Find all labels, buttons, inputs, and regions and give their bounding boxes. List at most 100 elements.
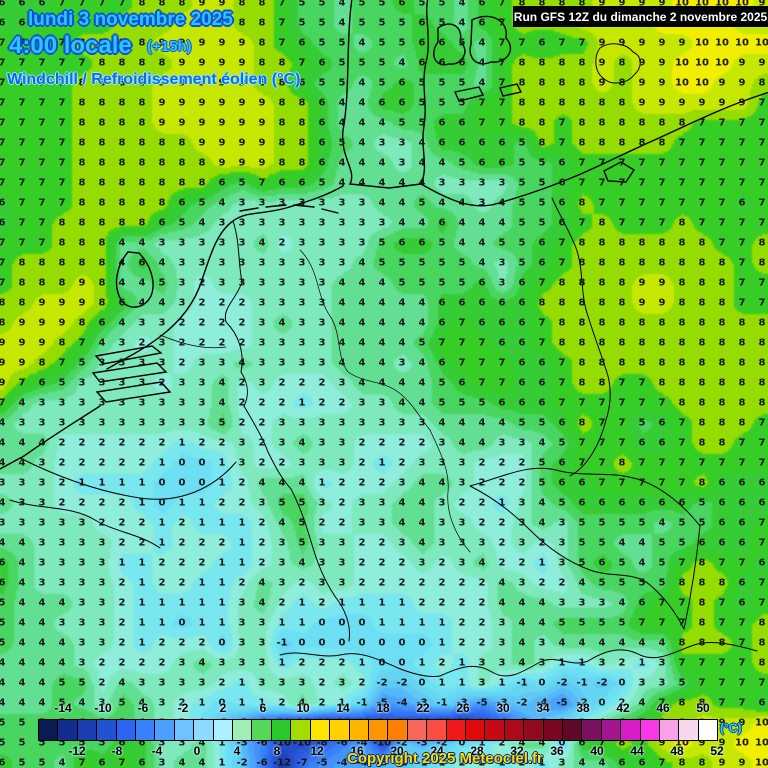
gridpoint-value: 5 <box>358 57 366 69</box>
gridpoint-value: 1 <box>218 457 226 469</box>
gridpoint-value: 9 <box>218 117 226 129</box>
gridpoint-value: 2 <box>178 337 186 349</box>
gridpoint-value: 8 <box>598 117 606 129</box>
gridpoint-value: 3 <box>218 657 226 669</box>
gridpoint-value: 2 <box>238 337 246 349</box>
gridpoint-value: 8 <box>638 117 646 129</box>
colorbar-cell <box>155 720 175 740</box>
gridpoint-value: 3 <box>338 237 346 249</box>
gridpoint-value: 4 <box>298 697 306 709</box>
gridpoint-value: 5 <box>578 557 586 569</box>
gridpoint-value: 0 <box>618 677 626 689</box>
gridpoint-value: 6 <box>538 237 546 249</box>
colorbar-cell <box>679 720 699 740</box>
gridpoint-value: 7 <box>758 117 766 129</box>
gridpoint-value: 4 <box>418 297 426 309</box>
gridpoint-value: 3 <box>378 137 386 149</box>
gridpoint-value: 7 <box>698 137 706 149</box>
gridpoint-value: 9 <box>638 37 646 49</box>
gridpoint-value: 7 <box>0 137 6 149</box>
gridpoint-value: 7 <box>718 557 726 569</box>
gridpoint-value: 0 <box>418 677 426 689</box>
gridpoint-value: 8 <box>718 297 726 309</box>
gridpoint-value: 6 <box>138 737 146 749</box>
gridpoint-value: 6 <box>318 137 326 149</box>
gridpoint-value: 7 <box>38 17 46 29</box>
gridpoint-value: 2 <box>378 557 386 569</box>
gridpoint-value: 5 <box>538 477 546 489</box>
gridpoint-value: 1 <box>198 497 206 509</box>
gridpoint-value: 3 <box>238 457 246 469</box>
gridpoint-value: 8 <box>698 477 706 489</box>
gridpoint-value: 4 <box>538 517 546 529</box>
gridpoint-value: 2 <box>338 517 346 529</box>
gridpoint-value: 3 <box>318 537 326 549</box>
gridpoint-value: 8 <box>618 357 626 369</box>
gridpoint-value: 2 <box>378 577 386 589</box>
gridpoint-value: -3 <box>456 697 468 709</box>
gridpoint-value: 3 <box>38 557 46 569</box>
gridpoint-value: 4 <box>358 257 366 269</box>
gridpoint-value: 8 <box>678 117 686 129</box>
gridpoint-value: 6 <box>758 557 766 569</box>
gridpoint-value: 3 <box>458 477 466 489</box>
gridpoint-value: 9 <box>738 57 746 69</box>
gridpoint-value: 3 <box>278 197 286 209</box>
gridpoint-value: 8 <box>658 317 666 329</box>
gridpoint-value: 4 <box>198 217 206 229</box>
gridpoint-value: 7 <box>738 657 746 669</box>
gridpoint-value: 7 <box>598 177 606 189</box>
gridpoint-value: 7 <box>58 57 66 69</box>
gridpoint-value: 5 <box>458 157 466 169</box>
gridpoint-value: 8 <box>78 117 86 129</box>
gridpoint-value: 2 <box>258 417 266 429</box>
gridpoint-value: 2 <box>478 497 486 509</box>
gridpoint-value: 7 <box>258 177 266 189</box>
gridpoint-value: 2 <box>218 497 226 509</box>
gridpoint-value: 7 <box>478 97 486 109</box>
gridpoint-value: 2 <box>178 637 186 649</box>
gridpoint-value: 3 <box>38 457 46 469</box>
gridpoint-value: 4 <box>138 297 146 309</box>
gridpoint-value: 4 <box>358 357 366 369</box>
gridpoint-value: 9 <box>198 97 206 109</box>
gridpoint-value: 4 <box>358 37 366 49</box>
gridpoint-value: 0 <box>378 637 386 649</box>
gridpoint-value: 3 <box>418 417 426 429</box>
gridpoint-value: 2 <box>218 677 226 689</box>
gridpoint-value: 8 <box>678 237 686 249</box>
gridpoint-value: 8 <box>18 297 26 309</box>
gridpoint-value: 9 <box>598 77 606 89</box>
gridpoint-value: 3 <box>78 397 86 409</box>
gridpoint-value: 5 <box>598 517 606 529</box>
gridpoint-value: 7 <box>718 177 726 189</box>
gridpoint-value: 6 <box>438 117 446 129</box>
gridpoint-value: 2 <box>618 657 626 669</box>
gridpoint-value: 3 <box>178 377 186 389</box>
gridpoint-value: 8 <box>138 137 146 149</box>
gridpoint-value: 3 <box>318 277 326 289</box>
gridpoint-value: 4 <box>218 377 226 389</box>
gridpoint-value: 3 <box>238 237 246 249</box>
gridpoint-value: 5 <box>398 257 406 269</box>
gridpoint-value: 9 <box>258 117 266 129</box>
gridpoint-value: 8 <box>698 357 706 369</box>
gridpoint-value: 7 <box>78 757 86 768</box>
gridpoint-value: 8 <box>698 337 706 349</box>
gridpoint-value: 2 <box>478 757 486 768</box>
gridpoint-value: 8 <box>618 117 626 129</box>
gridpoint-value: 8 <box>678 357 686 369</box>
gridpoint-value: 0 <box>218 697 226 709</box>
gridpoint-value: 5 <box>558 617 566 629</box>
gridpoint-value: 9 <box>18 357 26 369</box>
gridpoint-value: 9 <box>18 317 26 329</box>
gridpoint-value: 3 <box>18 497 26 509</box>
gridpoint-value: 5 <box>58 377 66 389</box>
gridpoint-value: 4 <box>338 357 346 369</box>
gridpoint-value: 4 <box>538 597 546 609</box>
gridpoint-value: 2 <box>338 397 346 409</box>
gridpoint-value: 4 <box>338 117 346 129</box>
gridpoint-value: 8 <box>258 0 266 9</box>
gridpoint-value: 3 <box>158 737 166 749</box>
gridpoint-value: 3 <box>178 397 186 409</box>
